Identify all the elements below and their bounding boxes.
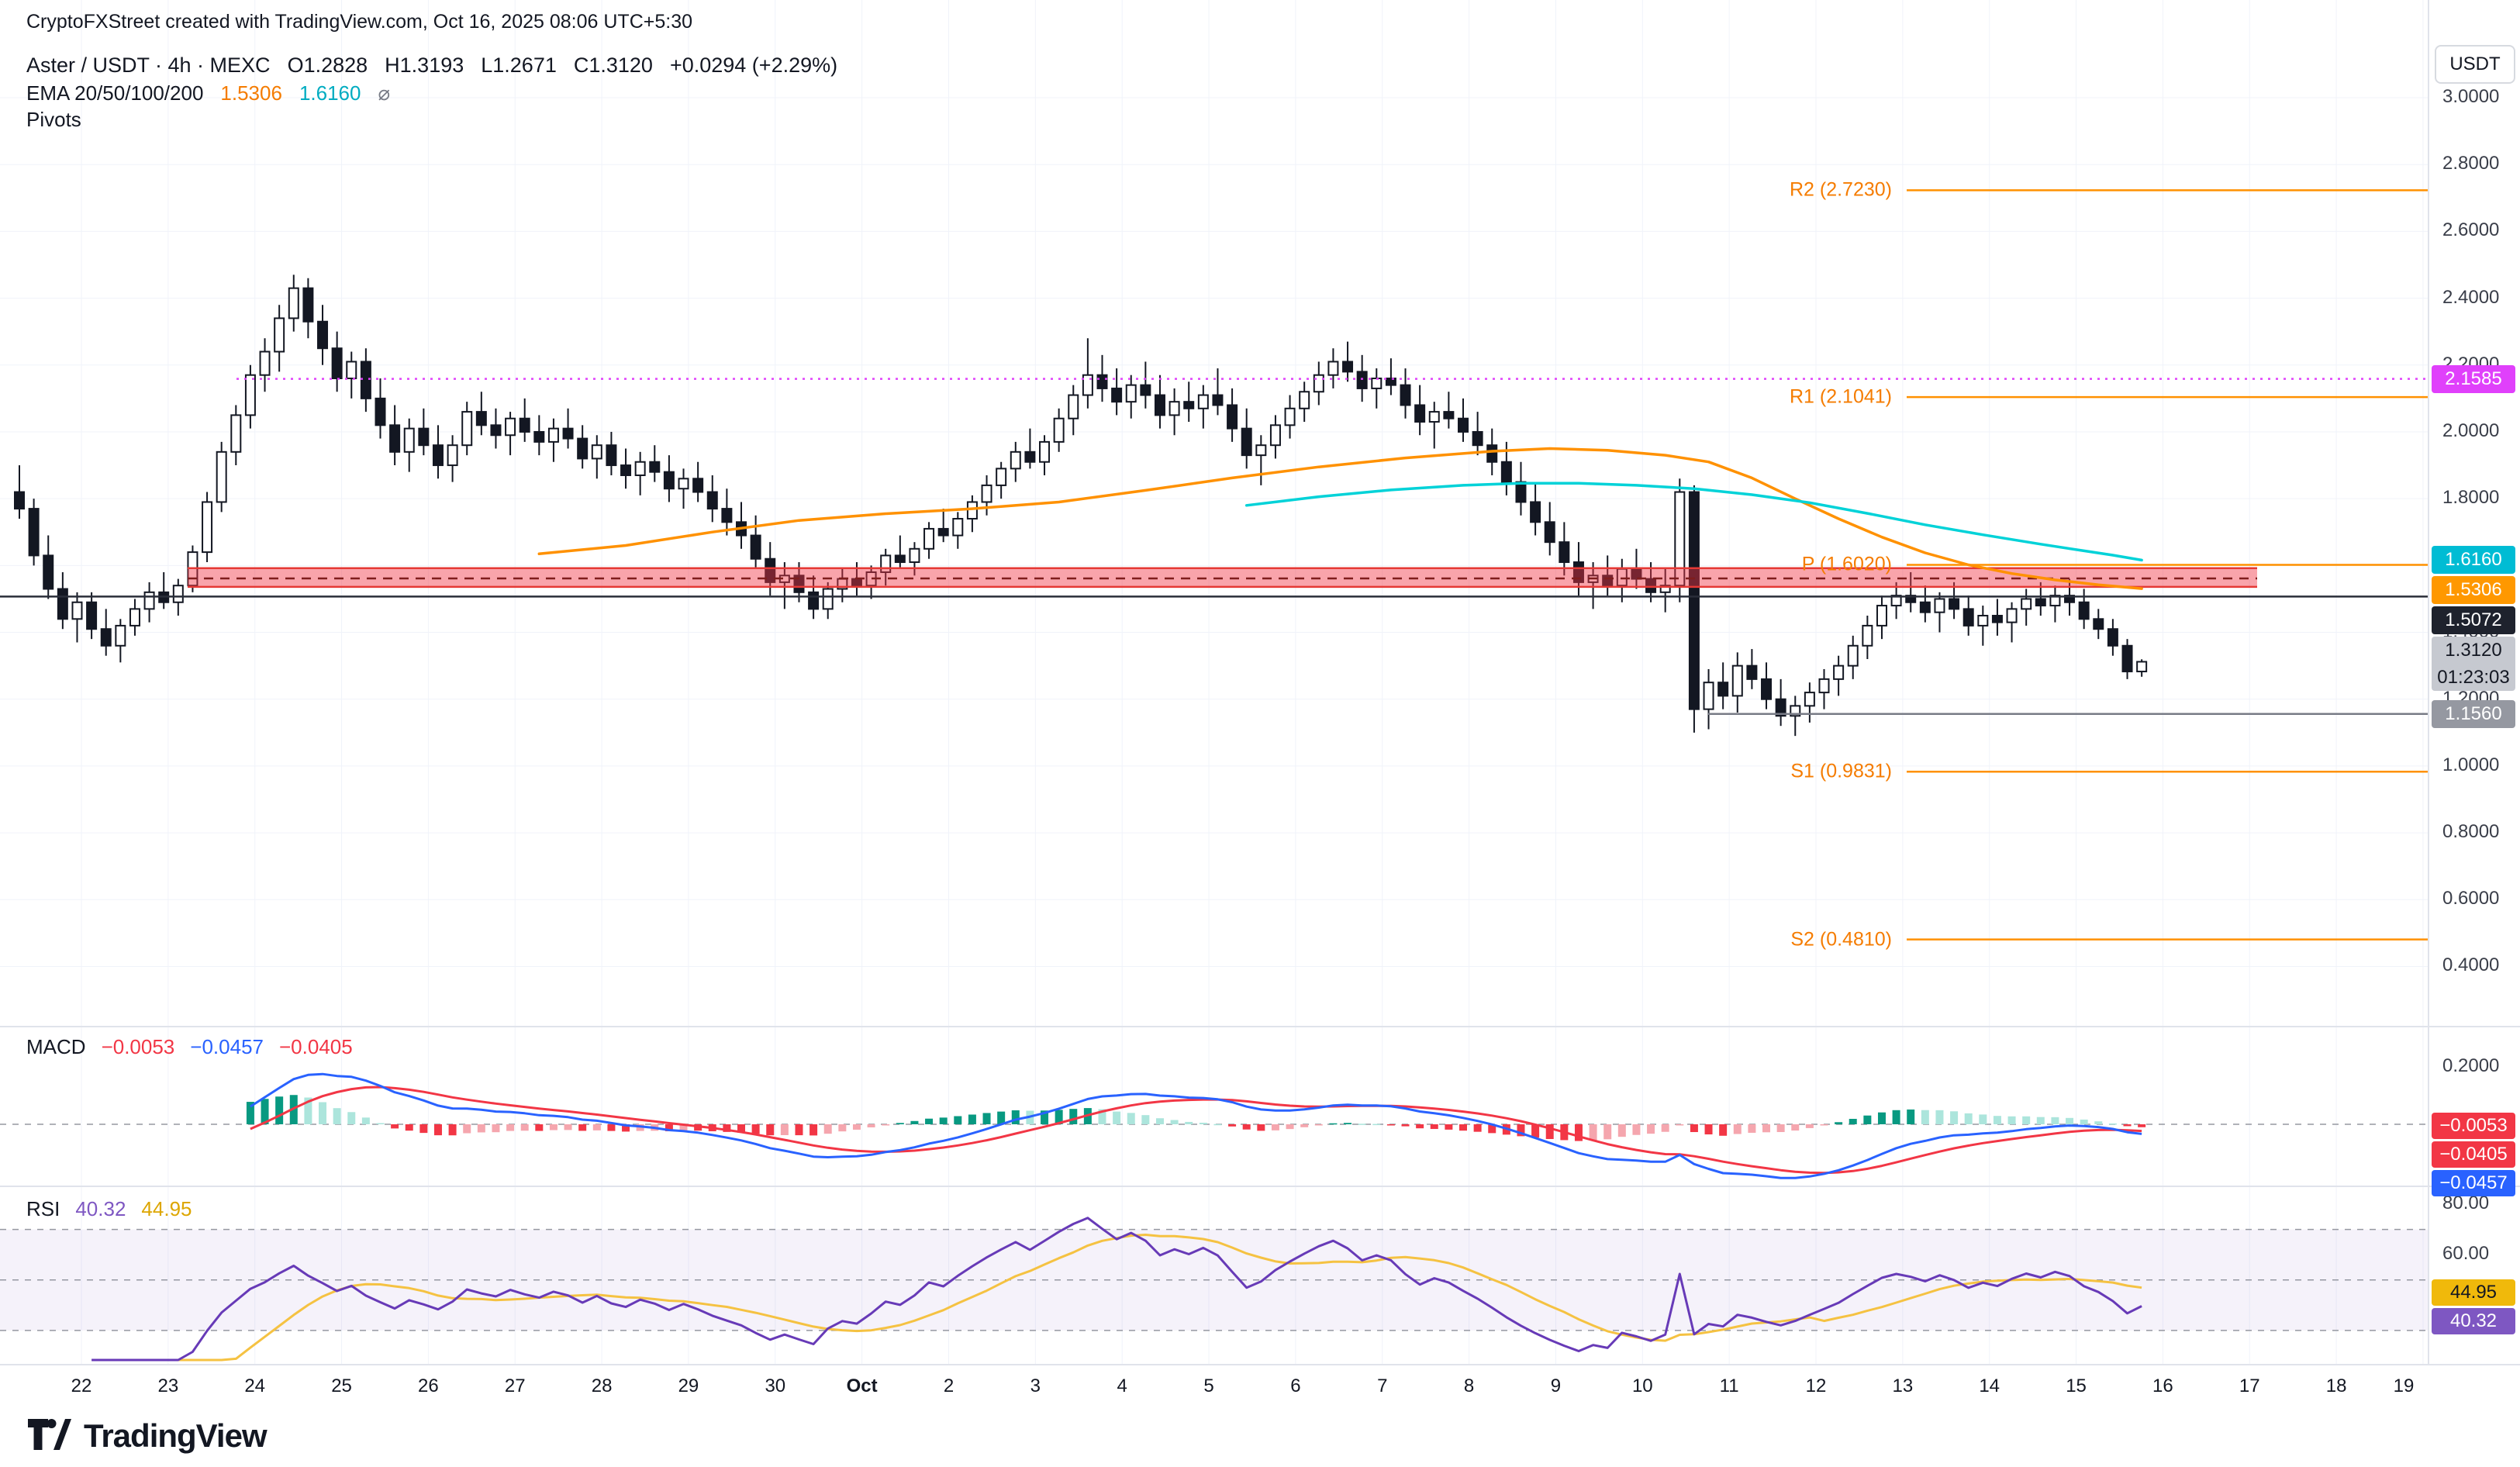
symbol-legend: Aster / USDT · 4h · MEXC O1.2828 H1.3193… [26, 54, 837, 78]
time-label-12: 12 [1805, 1376, 1827, 1396]
time-label-29: 29 [678, 1376, 699, 1396]
tradingview-logo-icon [28, 1418, 71, 1454]
rsi-legend: RSI 40.32 44.95 [26, 1197, 192, 1221]
change-value: +0.0294 (+2.29%) [669, 54, 838, 77]
price-tick: 2.4000 [2442, 286, 2500, 308]
time-label-7: 7 [1377, 1376, 1388, 1396]
rsi-value: 40.32 [75, 1197, 126, 1220]
macd-signal-value: −0.0405 [279, 1035, 353, 1058]
time-label-25: 25 [331, 1376, 352, 1396]
time-label-26: 26 [418, 1376, 439, 1396]
macd-badge-−0.0053: −0.0053 [2432, 1112, 2515, 1139]
tradingview-logo-text: TradingView [84, 1417, 268, 1454]
time-label-19: 19 [2393, 1376, 2415, 1396]
open-value: O1.2828 [287, 54, 368, 77]
pivot-label-r1: R1 (2.1041) [1789, 385, 1892, 408]
pivot-label-r2: R2 (2.7230) [1789, 178, 1892, 201]
rsi-pane[interactable] [0, 1186, 2429, 1365]
time-label-6: 6 [1290, 1376, 1301, 1396]
time-label-16: 16 [2152, 1376, 2173, 1396]
time-label-8: 8 [1463, 1376, 1475, 1396]
macd-pane[interactable] [0, 1027, 2429, 1186]
macd-line-value: −0.0457 [190, 1035, 264, 1058]
pivot-label-s1: S1 (0.9831) [1790, 760, 1892, 782]
price-badge-1.3120: 1.3120 01:23:03 [2432, 637, 2515, 692]
currency-label[interactable]: USDT [2435, 45, 2515, 84]
price-tick: 3.0000 [2442, 86, 2500, 107]
time-label-27: 27 [504, 1376, 526, 1396]
time-label-23: 23 [157, 1376, 179, 1396]
high-value: H1.3193 [385, 54, 464, 77]
main-price-pane[interactable] [0, 0, 2429, 1027]
time-label-18: 18 [2325, 1376, 2347, 1396]
price-tick: 2.8000 [2442, 153, 2500, 174]
low-value: L1.2671 [481, 54, 557, 77]
time-label-22: 22 [71, 1376, 92, 1396]
macd-legend: MACD −0.0053 −0.0457 −0.0405 [26, 1035, 353, 1059]
macd-axis-tick: 0.2000 [2442, 1055, 2500, 1077]
price-tick: 1.8000 [2442, 487, 2500, 509]
price-badge-2.1585: 2.1585 [2432, 364, 2515, 393]
price-tick: 1.0000 [2442, 754, 2500, 775]
ema-cyan-value: 1.6160 [299, 81, 361, 105]
time-label-3: 3 [1030, 1376, 1041, 1396]
ema-orange-value: 1.5306 [220, 81, 282, 105]
time-label-30: 30 [765, 1376, 786, 1396]
rsi-ma-value: 44.95 [141, 1197, 192, 1220]
time-label-15: 15 [2066, 1376, 2087, 1396]
rsi-badge-40.32: 40.32 [2432, 1308, 2515, 1335]
macd-hist-value: −0.0053 [101, 1035, 175, 1058]
time-label-14: 14 [1979, 1376, 2000, 1396]
price-tick: 0.4000 [2442, 954, 2500, 976]
time-label-11: 11 [1719, 1376, 1739, 1396]
pivots-legend-label[interactable]: Pivots [26, 108, 81, 131]
macd-badge-−0.0405: −0.0405 [2432, 1141, 2515, 1168]
time-label-9: 9 [1550, 1376, 1562, 1396]
rsi-legend-label[interactable]: RSI [26, 1197, 60, 1220]
pivot-label-p: P (1.6020) [1801, 553, 1892, 575]
time-label-10: 10 [1631, 1376, 1653, 1396]
close-value: C1.3120 [573, 54, 653, 77]
rsi-badge-44.95: 44.95 [2432, 1279, 2515, 1306]
tradingview-logo[interactable]: TradingView [28, 1417, 268, 1455]
price-badge-1.5072: 1.5072 [2432, 606, 2515, 635]
time-label-Oct: Oct [846, 1376, 878, 1396]
ema-legend-label[interactable]: EMA 20/50/100/200 [26, 81, 204, 105]
price-tick: 2.0000 [2442, 419, 2500, 441]
time-label-13: 13 [1892, 1376, 1914, 1396]
rsi-axis-tick: 60.00 [2442, 1243, 2490, 1265]
time-label-5: 5 [1203, 1376, 1214, 1396]
time-label-4: 4 [1117, 1376, 1127, 1396]
pivots-legend: Pivots [26, 108, 81, 132]
price-badge-1.6160: 1.6160 [2432, 546, 2515, 575]
price-tick: 0.8000 [2442, 821, 2500, 843]
time-label-17: 17 [2239, 1376, 2260, 1396]
price-tick: 0.6000 [2442, 888, 2500, 910]
macd-badge-−0.0457: −0.0457 [2432, 1169, 2515, 1196]
watermark: CryptoFXStreet created with TradingView.… [26, 11, 693, 33]
price-tick: 2.6000 [2442, 219, 2500, 241]
ema-legend: EMA 20/50/100/200 1.5306 1.6160 ⌀ [26, 81, 390, 105]
ema-hidden-icon[interactable]: ⌀ [378, 81, 391, 105]
time-axis[interactable] [0, 1365, 2520, 1411]
symbol-title[interactable]: Aster / USDT · 4h · MEXC [26, 54, 271, 77]
pivot-label-s2: S2 (0.4810) [1790, 928, 1892, 951]
time-label-28: 28 [591, 1376, 613, 1396]
macd-legend-label[interactable]: MACD [26, 1035, 86, 1058]
price-badge-1.5306: 1.5306 [2432, 576, 2515, 605]
price-badge-1.1560: 1.1560 [2432, 699, 2515, 728]
time-label-2: 2 [943, 1376, 954, 1396]
time-label-24: 24 [244, 1376, 266, 1396]
